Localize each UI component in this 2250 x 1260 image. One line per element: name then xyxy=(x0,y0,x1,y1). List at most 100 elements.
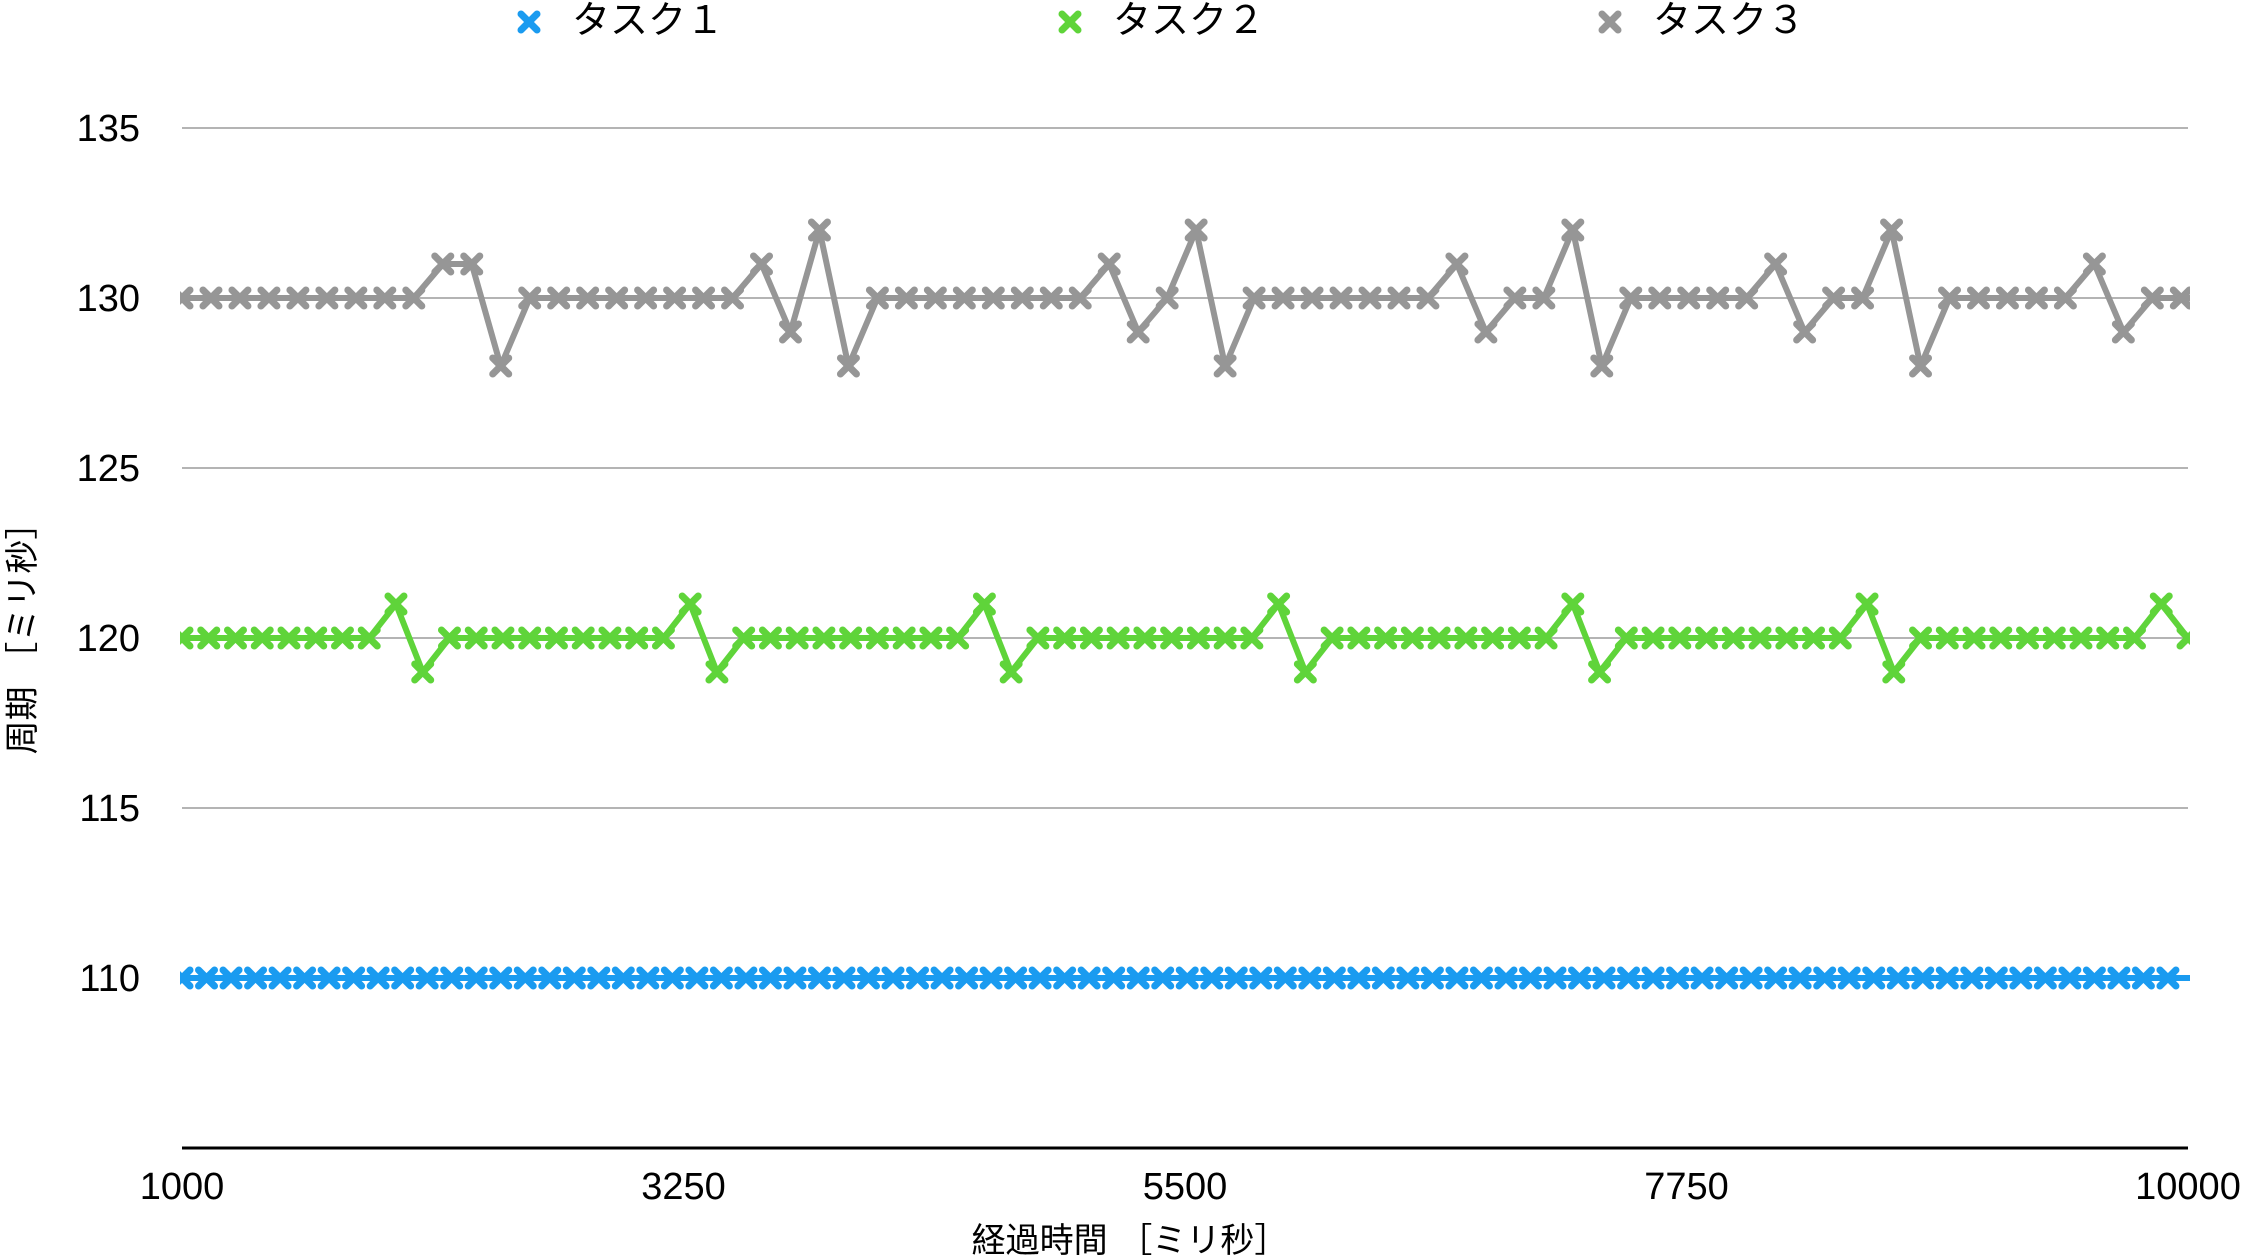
data-point-marker xyxy=(1026,626,1050,650)
data-point-marker xyxy=(906,966,930,990)
legend-marker-series-2 xyxy=(1058,10,1082,34)
data-point-marker xyxy=(373,286,397,310)
data-point-marker xyxy=(685,966,709,990)
data-point-marker xyxy=(734,966,758,990)
data-point-marker xyxy=(286,286,310,310)
data-point-marker xyxy=(1984,966,2008,990)
legend-label-series-1: タスク１ xyxy=(572,0,724,42)
data-point-marker xyxy=(785,626,809,650)
data-point-marker xyxy=(1445,252,1469,276)
data-point-marker xyxy=(1053,966,1077,990)
series-2 xyxy=(180,592,2190,684)
data-point-marker xyxy=(1880,218,1904,242)
data-point-marker xyxy=(544,626,568,650)
data-point-marker xyxy=(1543,966,1567,990)
data-point-marker xyxy=(1962,626,1986,650)
data-point-marker xyxy=(1677,286,1701,310)
data-point-marker xyxy=(1374,626,1398,650)
data-point-marker xyxy=(317,966,341,990)
data-point-marker xyxy=(437,626,461,650)
data-point-marker xyxy=(651,626,675,650)
data-point-marker xyxy=(1106,626,1130,650)
data-point-marker xyxy=(1855,592,1879,616)
data-point-marker xyxy=(1503,286,1527,310)
data-point-marker xyxy=(981,286,1005,310)
data-point-marker xyxy=(836,354,860,378)
x-axis-title: 経過時間 ［ミリ秒］ xyxy=(972,1221,1289,1260)
data-point-marker xyxy=(1822,286,1846,310)
data-point-marker xyxy=(663,286,687,310)
data-point-marker xyxy=(460,252,484,276)
data-point-marker xyxy=(955,966,979,990)
data-point-marker xyxy=(1249,966,1273,990)
data-point-marker xyxy=(1010,286,1034,310)
data-point-marker xyxy=(1739,966,1763,990)
data-point-marker xyxy=(489,354,513,378)
legend-item-series-3: タスク３ xyxy=(1598,0,1805,42)
data-point-marker xyxy=(1648,286,1672,310)
data-point-marker xyxy=(856,966,880,990)
series-3 xyxy=(180,218,2190,378)
data-point-marker xyxy=(415,966,439,990)
legend-item-series-1: タスク１ xyxy=(517,0,724,42)
data-point-marker xyxy=(1641,966,1665,990)
data-point-marker xyxy=(1416,286,1440,310)
data-point-marker xyxy=(1213,354,1237,378)
data-point-marker xyxy=(197,626,221,650)
data-point-marker xyxy=(571,626,595,650)
y-tick-label: 110 xyxy=(79,958,140,1000)
data-point-marker xyxy=(758,966,782,990)
data-point-marker xyxy=(1909,626,1933,650)
data-point-marker xyxy=(1588,660,1612,684)
data-point-marker xyxy=(625,626,649,650)
data-point-marker xyxy=(1590,354,1614,378)
data-point-marker xyxy=(411,660,435,684)
data-point-marker xyxy=(180,286,194,310)
data-point-marker xyxy=(342,966,366,990)
data-point-marker xyxy=(660,966,684,990)
data-point-marker xyxy=(1960,966,1984,990)
data-point-marker xyxy=(1909,354,1933,378)
data-point-marker xyxy=(180,966,194,990)
data-point-marker xyxy=(1271,286,1295,310)
data-point-marker xyxy=(250,626,274,650)
data-point-marker xyxy=(1592,966,1616,990)
data-point-marker xyxy=(1151,966,1175,990)
data-point-marker xyxy=(1764,966,1788,990)
data-point-marker xyxy=(1507,626,1531,650)
data-point-marker xyxy=(1837,966,1861,990)
data-point-marker xyxy=(919,626,943,650)
data-point-marker xyxy=(547,286,571,310)
data-point-marker xyxy=(2033,966,2057,990)
data-point-marker xyxy=(2131,966,2155,990)
data-point-marker xyxy=(1690,966,1714,990)
data-point-marker xyxy=(1155,286,1179,310)
data-point-marker xyxy=(1966,286,1990,310)
data-point-marker xyxy=(807,218,831,242)
data-point-marker xyxy=(344,286,368,310)
data-point-marker xyxy=(1469,966,1493,990)
legend-marker-series-1 xyxy=(517,10,541,34)
data-point-marker xyxy=(946,626,970,650)
data-point-marker xyxy=(1400,626,1424,650)
data-point-marker xyxy=(1518,966,1542,990)
data-point-marker xyxy=(1454,626,1478,650)
data-point-marker xyxy=(1641,626,1665,650)
data-point-marker xyxy=(1617,966,1641,990)
data-point-marker xyxy=(1053,626,1077,650)
data-point-marker xyxy=(304,626,328,650)
data-point-marker xyxy=(464,966,488,990)
data-point-marker xyxy=(195,966,219,990)
data-point-marker xyxy=(1445,966,1469,990)
data-point-marker xyxy=(1788,966,1812,990)
data-point-marker xyxy=(1028,966,1052,990)
data-point-marker xyxy=(634,286,658,310)
data-point-marker xyxy=(1186,626,1210,650)
legend-marker-series-3 xyxy=(1598,10,1622,34)
legend-x-icon xyxy=(517,10,541,34)
series-1 xyxy=(180,966,2190,990)
data-point-marker xyxy=(2176,626,2190,650)
data-point-marker xyxy=(440,966,464,990)
data-point-marker xyxy=(1300,286,1324,310)
